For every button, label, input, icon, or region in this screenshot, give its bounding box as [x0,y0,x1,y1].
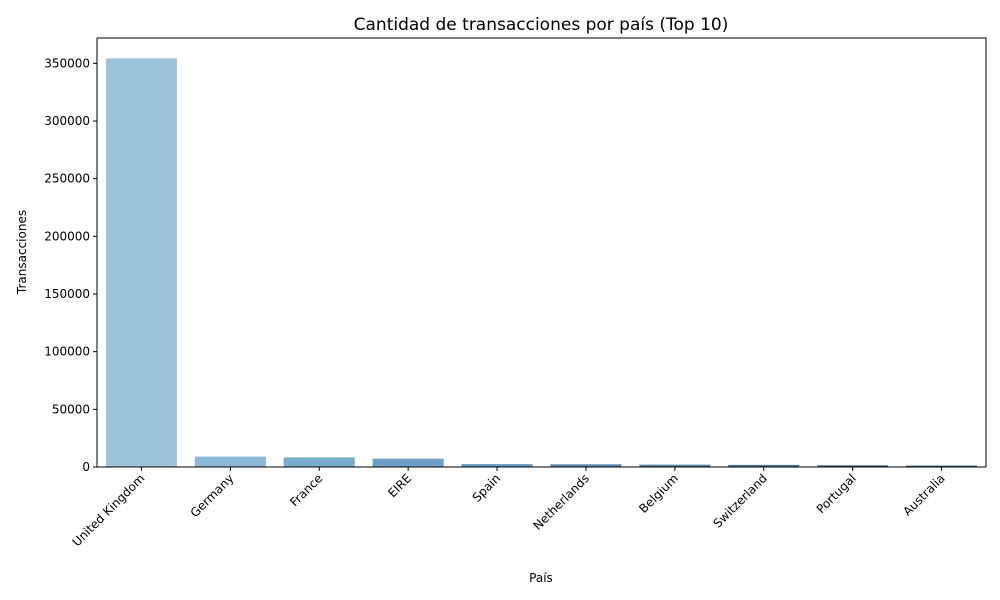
x-tick-label: France [287,471,325,509]
y-tick-label: 350000 [44,56,90,70]
x-tick-label: Spain [470,471,504,505]
y-tick-label: 50000 [52,402,90,416]
bar-switzerland [728,464,800,467]
x-tick-label: Belgium [636,471,681,516]
bar-eire [372,458,444,467]
x-axis-label: País [529,571,553,585]
bar-germany [194,456,266,467]
x-tick-label: Germany [188,471,237,520]
plot-frame [96,37,987,468]
y-tick-label: 0 [82,460,90,474]
x-tick-label: Switzerland [710,471,769,530]
y-axis: 0 50000 100000 150000 200000 250000 300000 3500… [44,56,97,474]
bar-netherlands [550,464,622,467]
x-tick-label: Portugal [814,471,859,516]
chart-title: Cantidad de transacciones por país (Top … [354,15,729,35]
y-tick-label: 200000 [44,229,90,243]
x-tick-label: United Kingdom [70,471,148,549]
y-tick-label: 300000 [44,114,90,128]
x-axis: United Kingdom Germany France EIRE Spain Neth… [70,467,948,549]
bar-australia [905,465,978,467]
y-tick-label: 100000 [44,345,90,359]
bar-belgium [639,464,711,467]
bar-spain [461,464,533,467]
y-axis-label: Transacciones [15,210,29,295]
x-tick-label: Netherlands [530,471,592,533]
x-tick-label: EIRE [385,471,414,500]
bar-france [283,457,355,467]
x-tick-label: Australia [900,471,947,518]
bar-united-kingdom [105,58,178,468]
bar-portugal [817,465,889,467]
bars-group [105,58,978,468]
y-tick-label: 150000 [44,287,90,301]
y-tick-label: 250000 [44,172,90,186]
